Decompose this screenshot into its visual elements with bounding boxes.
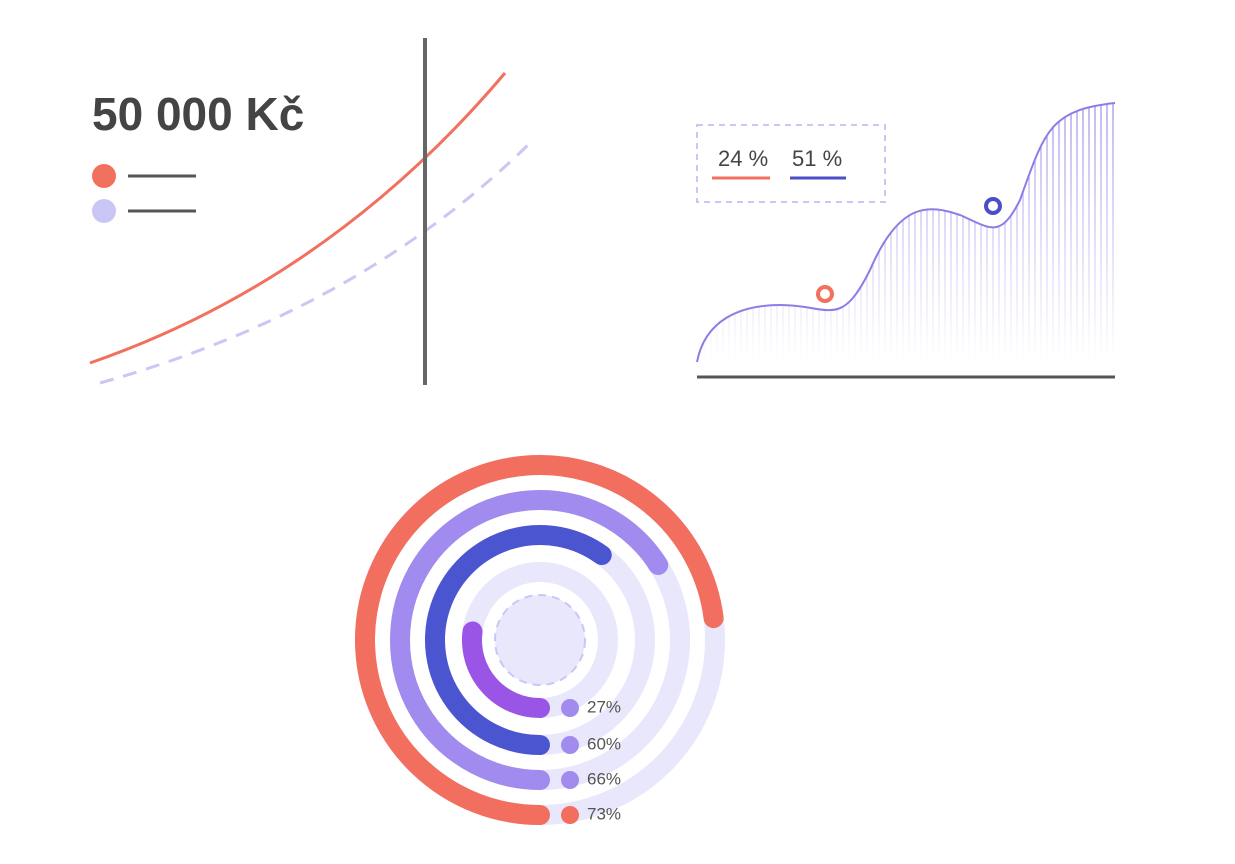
area-line (696, 102, 1116, 363)
legend-dot (92, 164, 116, 188)
radial-bar (425, 525, 612, 755)
area-fill (697, 103, 1115, 377)
legend-box (696, 124, 886, 203)
legend-label: 24 % (718, 146, 768, 171)
dashed-curve (99, 141, 532, 385)
label-dot (561, 806, 579, 824)
value-label: 73% (587, 804, 621, 823)
radial-bar (462, 621, 550, 718)
legend-label: 51 % (792, 146, 842, 171)
line-card: 50 000 Kč (89, 38, 532, 385)
center-ring (494, 594, 586, 686)
value-label: 27% (587, 697, 621, 716)
point (816, 285, 834, 303)
curve (89, 72, 507, 365)
area-card: 24 % 51 % (696, 102, 1116, 379)
center-disc (495, 595, 585, 685)
label-dot (561, 736, 579, 754)
point (984, 197, 1002, 215)
legend-dot (92, 199, 116, 223)
label-dot (561, 699, 579, 717)
label-dot (561, 771, 579, 789)
value-label: 60% (587, 734, 621, 753)
radial-bar (355, 455, 724, 825)
value-label: 66% (587, 769, 621, 788)
radial-bar (390, 490, 669, 790)
card-title: 50 000 Kč (92, 88, 304, 140)
radial-chart: 27% 60% 66% 73% (355, 455, 725, 825)
